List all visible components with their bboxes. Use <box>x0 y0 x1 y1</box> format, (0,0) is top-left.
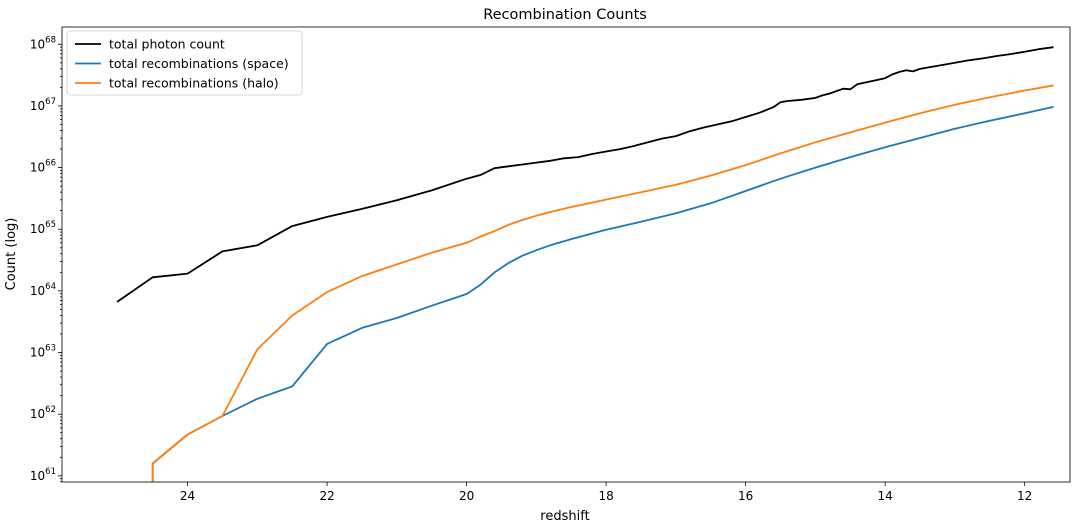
legend: total photon count total recombinations (… <box>66 30 303 96</box>
series-line-3 <box>151 84 1054 482</box>
x-tick-label: 18 <box>598 489 613 503</box>
y-tick-label: 1068 <box>30 35 56 51</box>
x-axis-ticks: 24 22 20 18 16 14 12 <box>180 482 1032 503</box>
series-line-1 <box>116 46 1054 303</box>
legend-label-1: total photon count <box>109 37 225 52</box>
x-tick-label: 24 <box>180 489 195 503</box>
legend-label-2: total recombinations (space) <box>109 56 289 71</box>
y-tick-label: 1067 <box>30 97 56 113</box>
y-axis-ticks: 1061 1062 1063 1064 1065 1066 1067 1068 <box>30 35 62 483</box>
y-tick-label: 1064 <box>30 282 56 298</box>
legend-items: total photon count total recombinations (… <box>75 37 289 91</box>
axes-frame <box>61 26 1071 483</box>
x-tick-label: 20 <box>459 489 474 503</box>
legend-label-3: total recombinations (halo) <box>109 76 279 91</box>
x-tick-label: 12 <box>1017 489 1032 503</box>
y-tick-label: 1062 <box>30 405 56 421</box>
y-tick-label: 1065 <box>30 220 56 236</box>
legend-frame <box>66 30 303 96</box>
series-layer <box>116 46 1054 482</box>
y-tick-label: 1063 <box>30 344 56 360</box>
y-tick-label: 1061 <box>30 467 56 483</box>
series-line-2 <box>151 106 1054 482</box>
x-tick-label: 22 <box>319 489 334 503</box>
x-axis-label: redshift <box>540 509 589 524</box>
y-axis-label: Count (log) <box>4 218 19 291</box>
x-tick-label: 16 <box>738 489 753 503</box>
plot-area <box>61 26 1071 483</box>
y-tick-label: 1066 <box>30 159 56 175</box>
chart-title: Recombination Counts <box>483 7 647 23</box>
x-tick-label: 14 <box>878 489 893 503</box>
